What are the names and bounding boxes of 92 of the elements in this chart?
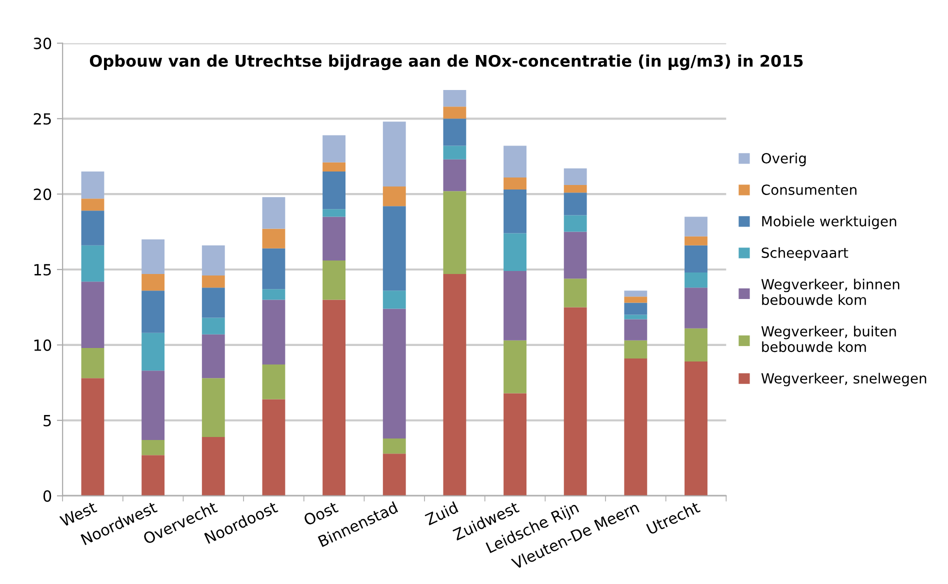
bar: [322, 260, 346, 300]
bar: [262, 289, 286, 300]
bar: [262, 248, 286, 290]
bar: [202, 334, 225, 378]
bar: [564, 168, 587, 186]
bar: [504, 146, 526, 178]
bar: [202, 378, 225, 437]
bar: [81, 282, 104, 348]
bar: [564, 215, 587, 232]
y-tick-label: 0: [43, 490, 52, 502]
legend-label: Wegverkeer, binnen bebouwde kom: [761, 278, 900, 306]
bar: [142, 290, 165, 333]
bar: [624, 340, 648, 359]
bar: [504, 190, 526, 234]
bar: [142, 455, 165, 496]
bar: [443, 106, 466, 119]
bar: [382, 308, 406, 438]
bar: [504, 393, 526, 496]
bar: [202, 245, 225, 276]
bar: [684, 328, 708, 362]
bar: [142, 370, 165, 440]
bar: [322, 216, 346, 260]
bar: [322, 162, 346, 172]
bar: [142, 440, 165, 456]
bar: [504, 340, 526, 394]
y-tick-label: 20: [34, 188, 52, 200]
bar: [262, 364, 286, 400]
bar: [624, 314, 648, 320]
bar: [564, 278, 587, 308]
bar: [382, 438, 406, 454]
bar: [624, 358, 648, 496]
bar: [382, 290, 406, 309]
bar: [262, 228, 286, 248]
bar: [382, 454, 406, 496]
bar: [684, 288, 708, 328]
bar: [443, 159, 466, 192]
bar: [624, 302, 648, 315]
y-tick-label: 25: [34, 113, 51, 125]
bar: [624, 296, 648, 303]
bar: [564, 185, 587, 193]
bar: [504, 177, 526, 190]
bar: [382, 206, 406, 291]
bar: [322, 300, 346, 496]
bar: [81, 348, 104, 378]
bar: [262, 399, 286, 496]
legend-label: Wegverkeer, buiten bebouwde kom: [761, 326, 896, 352]
bar: [624, 319, 648, 340]
bar: [81, 198, 104, 211]
bar: [322, 209, 346, 217]
bar: [322, 135, 346, 162]
bar: [684, 245, 708, 273]
y-tick-label: 30: [34, 38, 52, 50]
legend-label: Wegverkeer, snelwegen: [761, 372, 926, 386]
bar: [202, 436, 225, 496]
bar: [504, 233, 526, 272]
y-tick-label: 10: [34, 339, 52, 351]
bar: [443, 146, 466, 160]
y-tick-label: 5: [44, 415, 51, 426]
legend-label: Mobiele werktuigen: [762, 216, 896, 230]
bar: [443, 118, 466, 146]
bar: [142, 239, 165, 274]
bar: [202, 288, 225, 318]
bar: [262, 300, 286, 365]
legend-label: Scheepvaart: [762, 247, 848, 261]
bar: [81, 245, 104, 282]
legend-label: Overig: [762, 152, 806, 166]
legend-label: Consumenten: [762, 184, 856, 195]
bar: [382, 122, 406, 187]
bar: [443, 274, 466, 496]
text: Opbouw van de Utrechtse bijdrage aan de NOx-concentratie (in µg/m3) in 2015: [90, 54, 803, 70]
bar: [443, 191, 466, 274]
y-tick-label: 15: [34, 264, 51, 276]
bar: [443, 90, 466, 107]
bar: [564, 192, 587, 216]
bar: [684, 216, 708, 236]
bar: [504, 271, 526, 340]
bar: [684, 236, 708, 246]
bar: [684, 272, 708, 288]
bar: [322, 171, 346, 210]
bar: [564, 307, 587, 496]
bar: [142, 332, 165, 371]
bar: [262, 197, 286, 229]
bar: [81, 171, 104, 199]
bar: [202, 318, 225, 334]
bar: [382, 186, 406, 206]
bar: [564, 232, 587, 279]
bar: [624, 290, 648, 297]
bar: [81, 378, 104, 496]
bar: [81, 210, 104, 246]
bar: [684, 362, 708, 496]
bar: [202, 276, 225, 288]
bar: [142, 274, 165, 291]
